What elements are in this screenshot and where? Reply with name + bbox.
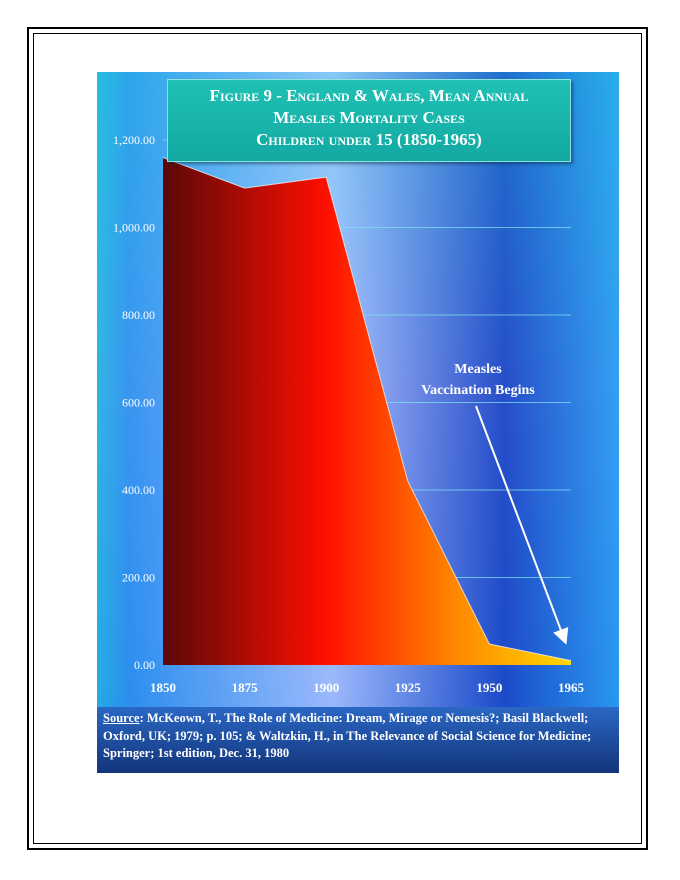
annotation-arrow	[475, 405, 569, 645]
x-tick-label: 1900	[313, 680, 339, 695]
y-axis-ticks: 0.00 200.00 400.00 600.00 800.00 1,000.00 1,20…	[113, 133, 155, 672]
chart-title-line-3: Children under 15 (1850-1965)	[256, 130, 482, 149]
source-text: : McKeown, T., The Role of Medicine: Dre…	[103, 711, 592, 760]
x-tick-label: 1950	[476, 680, 502, 695]
series-line	[162, 157, 572, 662]
y-tick-label: 1,200.00	[113, 133, 155, 147]
y-tick-label: 0.00	[134, 658, 155, 672]
source-label: Source	[103, 711, 140, 725]
y-tick-label: 600.00	[122, 396, 155, 410]
annotation-line-2: Vaccination Begins	[421, 383, 535, 398]
x-tick-label: 1925	[395, 680, 422, 695]
x-tick-label: 1850	[150, 680, 176, 695]
chart-title-line-2: Measles Mortality Cases	[273, 108, 465, 127]
chart-title: Figure 9 - England & Wales, Mean Annual …	[167, 79, 571, 162]
y-tick-label: 1,000.00	[113, 221, 155, 235]
y-tick-label: 800.00	[122, 308, 155, 322]
x-tick-label: 1965	[558, 680, 585, 695]
y-tick-label: 400.00	[122, 483, 155, 497]
x-tick-label: 1875	[232, 680, 259, 695]
x-axis-ticks: 1850 1875 1900 1925 1950 1965	[150, 680, 585, 695]
series-area	[163, 157, 571, 665]
page-border-outer	[27, 27, 648, 850]
chart-title-line-1: Figure 9 - England & Wales, Mean Annual	[209, 86, 529, 105]
source-note: Source: McKeown, T., The Role of Medicin…	[97, 707, 619, 773]
y-tick-label: 200.00	[122, 571, 155, 585]
page-border-inner	[33, 33, 642, 844]
annotation-line-1: Measles	[454, 362, 502, 377]
